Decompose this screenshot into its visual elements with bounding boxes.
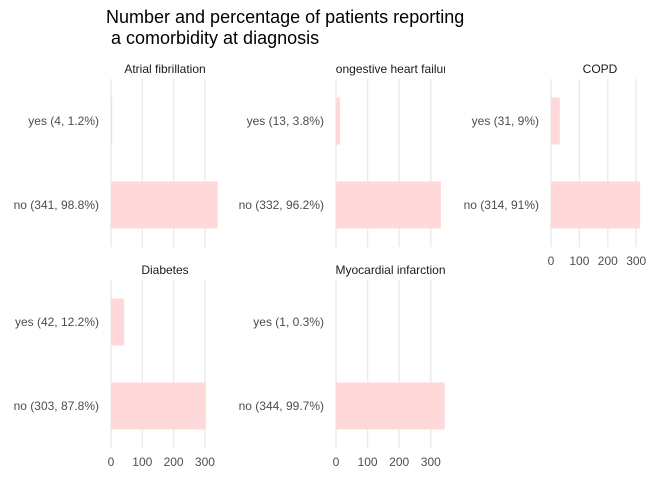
x-tick-label: 0 (333, 455, 340, 469)
chart-title-line: Number and percentage of patients report… (106, 7, 464, 27)
category-label: yes (42, 12.2%) (15, 315, 99, 329)
category-label: yes (4, 1.2%) (28, 114, 99, 128)
x-tick-label: 0 (108, 455, 115, 469)
x-tick-label: 300 (421, 455, 441, 469)
x-tick-label: 200 (164, 455, 184, 469)
chart-panels: Atrial fibrillation yes (4, 1.2%) no (341,… (14, 62, 647, 469)
x-tick-label: 100 (132, 455, 152, 469)
category-label: no (303, 87.8%) (14, 399, 99, 413)
panel: Diabetes yes (42, 12.2%) no (303, 87.8%) 0 1… (14, 263, 216, 469)
category-label: no (314, 91%) (464, 198, 539, 212)
x-tick-label: 100 (569, 254, 589, 268)
panel: Atrial fibrillation yes (4, 1.2%) no (341,… (14, 62, 218, 247)
chart-title: Number and percentage of patients report… (106, 7, 464, 48)
x-tick-label: 100 (358, 455, 378, 469)
category-label: yes (1, 0.3%) (253, 315, 324, 329)
x-tick-label: 200 (598, 254, 618, 268)
facet-label: COPD (583, 62, 618, 76)
panel: Myocardial infarction yes (1, 0.3%) no (34… (239, 263, 445, 469)
panel: COPD yes (31, 9%) no (314, 91%) 0 100 200 300 (464, 62, 647, 268)
facet-label: Diabetes (141, 263, 188, 277)
bar (111, 97, 113, 145)
bar (336, 97, 341, 145)
bar (336, 181, 441, 229)
bar (111, 382, 206, 430)
x-tick-label: 200 (389, 455, 409, 469)
bar (111, 298, 125, 346)
category-label: no (344, 99.7%) (239, 399, 324, 413)
facet-label: Atrial fibrillation (124, 62, 205, 76)
panel: Congestive heart failure yes (13, 3.8%) no… (239, 62, 454, 247)
bar (336, 382, 445, 430)
facet-label: Myocardial infarction (335, 263, 445, 277)
bar (551, 97, 560, 145)
x-tick-label: 300 (195, 455, 215, 469)
category-label: yes (13, 3.8%) (247, 114, 324, 128)
bar (551, 181, 641, 229)
facet-label: Congestive heart failure (327, 62, 454, 76)
category-label: yes (31, 9%) (472, 114, 539, 128)
category-label: no (341, 98.8%) (14, 198, 99, 212)
bar (111, 181, 218, 229)
category-label: no (332, 96.2%) (239, 198, 324, 212)
x-tick-label: 0 (548, 254, 555, 268)
x-tick-label: 300 (626, 254, 646, 268)
chart-title-line: a comorbidity at diagnosis (106, 28, 319, 48)
